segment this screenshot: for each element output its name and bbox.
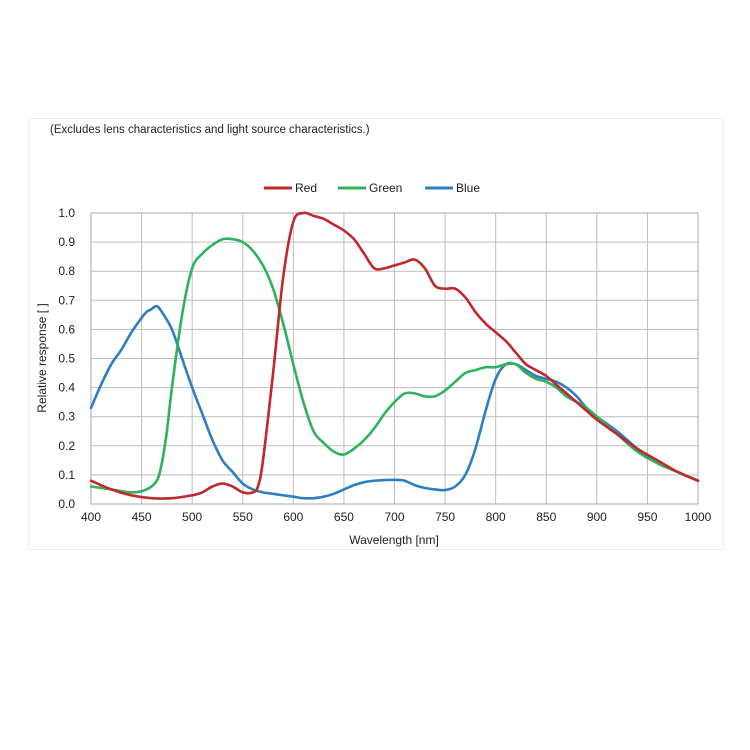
y-tick-label: 0.1 bbox=[58, 468, 75, 482]
x-axis-label: Wavelength [nm] bbox=[349, 533, 439, 547]
x-tick-label: 400 bbox=[81, 510, 101, 524]
y-tick-label: 0.3 bbox=[58, 410, 75, 424]
x-tick-label: 950 bbox=[637, 510, 657, 524]
x-tick-label: 800 bbox=[486, 510, 506, 524]
chart-note: (Excludes lens characteristics and light… bbox=[50, 124, 370, 136]
legend: Red Green Blue bbox=[264, 181, 480, 195]
x-tick-label: 750 bbox=[435, 510, 455, 524]
legend-item-red: Red bbox=[264, 181, 317, 195]
legend-item-blue: Blue bbox=[425, 181, 480, 195]
plot-frame bbox=[90, 212, 699, 505]
x-tick-label: 700 bbox=[384, 510, 404, 524]
y-tick-label: 0.4 bbox=[58, 381, 75, 395]
y-tick-label: 0.0 bbox=[58, 497, 75, 511]
x-tick-label: 850 bbox=[536, 510, 556, 524]
x-tick-label: 600 bbox=[283, 510, 303, 524]
y-tick-label: 0.9 bbox=[58, 235, 75, 249]
y-tick-label: 0.6 bbox=[58, 322, 75, 336]
y-tick-label: 1.0 bbox=[58, 206, 75, 220]
axes: 400 450 500 550 600 650 700 750 800 850 900 950 1000… bbox=[58, 206, 711, 524]
y-axis-label: Relative response [ ] bbox=[35, 303, 49, 412]
y-tick-label: 0.7 bbox=[58, 293, 75, 307]
y-tick-label: 0.5 bbox=[58, 352, 75, 366]
legend-label: Red bbox=[295, 181, 317, 195]
x-tick-label: 650 bbox=[334, 510, 354, 524]
x-tick-label: 550 bbox=[233, 510, 253, 524]
legend-label: Blue bbox=[456, 181, 480, 195]
series-lines bbox=[89, 211, 700, 500]
chart-card bbox=[28, 118, 724, 550]
series-line-red bbox=[89, 211, 700, 500]
legend-item-green: Green bbox=[338, 181, 402, 195]
y-tick-label: 0.8 bbox=[58, 264, 75, 278]
y-tick-label: 0.2 bbox=[58, 439, 75, 453]
x-tick-label: 900 bbox=[587, 510, 607, 524]
series-line-green bbox=[89, 237, 700, 494]
x-tick-label: 450 bbox=[132, 510, 152, 524]
x-tick-label: 500 bbox=[182, 510, 202, 524]
legend-label: Green bbox=[369, 181, 402, 195]
x-tick-label: 1000 bbox=[685, 510, 712, 524]
